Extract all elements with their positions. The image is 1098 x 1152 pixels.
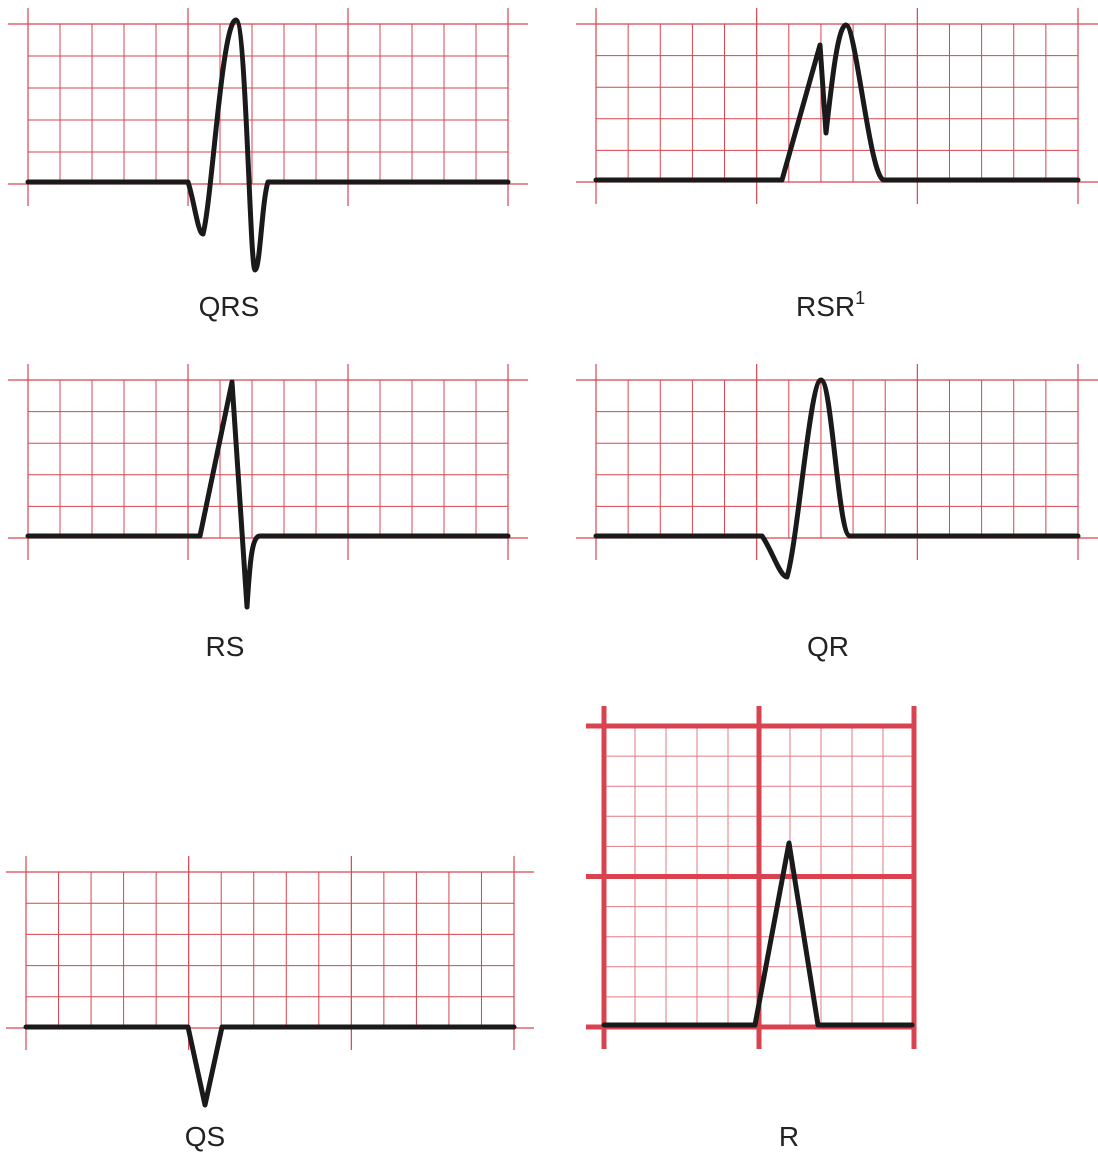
waveform [593,22,1081,183]
panel-label: QS [185,1121,225,1152]
waveform [593,377,1081,580]
waveform [23,1024,517,1108]
waveform [25,17,511,273]
grids [6,8,1098,1050]
waveform [25,379,511,610]
panel-label: QR [807,631,849,662]
panel-label: QRS [199,291,260,322]
panel-label: R [779,1121,799,1152]
panel-label-superscript: 1 [855,288,865,308]
panel-label: RSR1 [796,288,865,322]
panel-label-main: RSR [796,291,855,322]
waveform [601,840,915,1028]
panel-label: RS [206,631,245,662]
